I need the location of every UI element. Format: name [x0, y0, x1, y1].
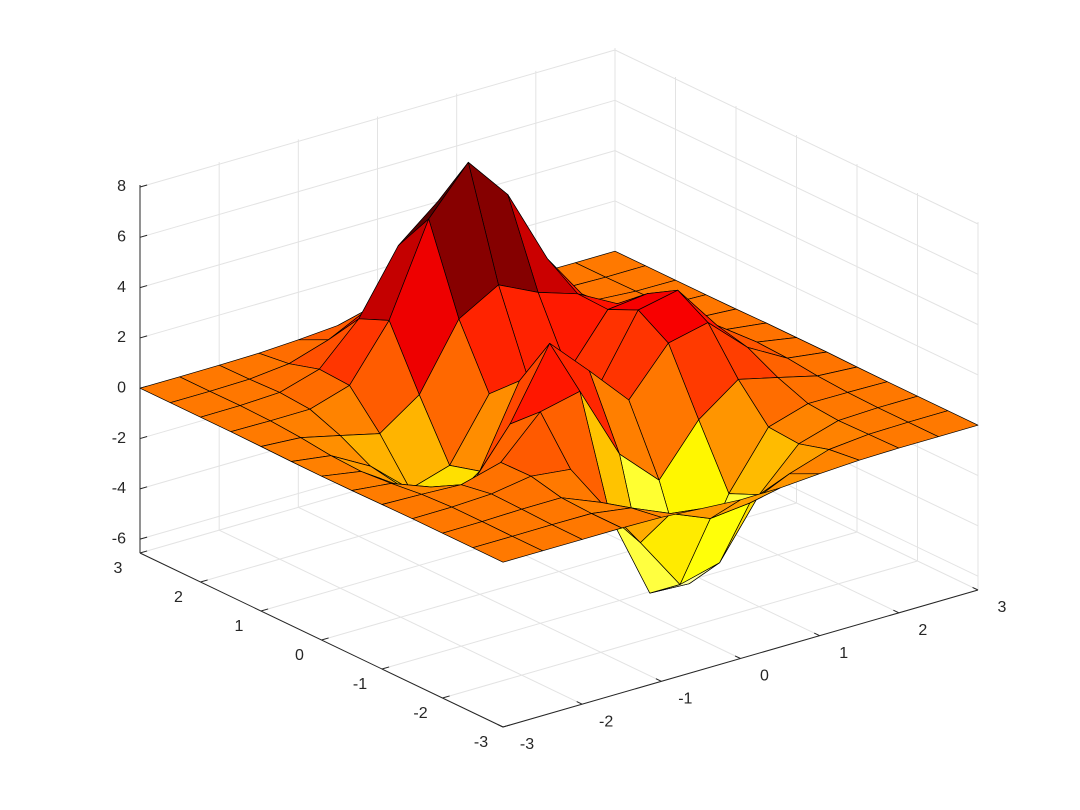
- x-tick: [655, 678, 662, 682]
- y-tick: [502, 724, 511, 728]
- y-tick: [139, 550, 148, 554]
- z-tick: [139, 335, 148, 339]
- y-tick-label: -3: [474, 734, 488, 751]
- x-tick: [972, 586, 979, 591]
- surface-face: [472, 535, 543, 563]
- z-tick: [139, 285, 148, 289]
- y-tick-label: 2: [174, 589, 183, 606]
- y-tick: [260, 608, 269, 612]
- x-tick: [497, 723, 504, 728]
- grid-line: [442, 560, 918, 699]
- y-tick-label: -1: [353, 676, 367, 693]
- y-tick-label: 3: [114, 560, 123, 577]
- z-tick-label: 0: [117, 379, 126, 396]
- z-tick-label: 8: [117, 178, 126, 195]
- x-tick-label: 2: [918, 622, 927, 639]
- x-tick-label: -2: [599, 713, 613, 730]
- x-tick-label: 1: [839, 645, 848, 662]
- z-tick: [139, 486, 148, 490]
- y-tick-label: -2: [413, 705, 427, 722]
- z-tick: [139, 184, 148, 188]
- y-tick-label: 1: [235, 618, 244, 635]
- z-tick-label: 4: [117, 279, 126, 296]
- z-tick-label: -6: [112, 530, 126, 547]
- y-tick: [442, 695, 450, 699]
- y-tick: [381, 666, 390, 670]
- x-tick-label: 3: [998, 599, 1007, 616]
- z-tick-label: -2: [112, 430, 126, 447]
- z-tick: [139, 234, 148, 238]
- y-tick: [321, 637, 329, 641]
- z-tick-label: 6: [117, 229, 126, 246]
- x-tick: [893, 609, 900, 614]
- y-tick: [200, 579, 208, 583]
- z-tick: [139, 436, 148, 440]
- x-tick: [734, 655, 741, 659]
- x-tick-label: 0: [760, 668, 769, 685]
- z-tick-label: 2: [117, 329, 126, 346]
- z-tick: [139, 536, 148, 540]
- x-tick-label: -1: [678, 691, 692, 708]
- grid-line: [381, 531, 858, 670]
- x-tick-label: -3: [520, 736, 534, 753]
- z-tick-label: -4: [112, 480, 126, 497]
- y-tick-label: 0: [295, 647, 304, 664]
- x-tick: [814, 632, 820, 637]
- x-tick: [576, 701, 583, 705]
